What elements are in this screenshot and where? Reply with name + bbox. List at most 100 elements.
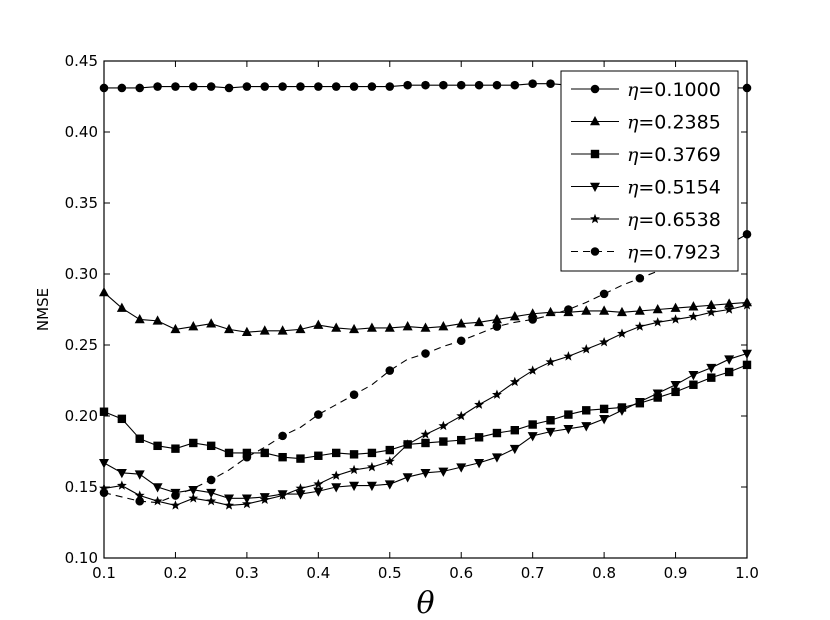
- y-axis-title: NMSE: [34, 288, 52, 331]
- data-point: [314, 451, 323, 460]
- legend-item: η=0.1000: [571, 79, 721, 101]
- data-point: [420, 469, 431, 479]
- x-tick-label: 0.6: [449, 564, 473, 582]
- legend-value: =0.7923: [638, 242, 720, 264]
- data-point: [384, 480, 395, 490]
- data-point: [385, 366, 395, 375]
- legend-value: =0.2385: [638, 112, 720, 134]
- data-point: [706, 363, 717, 374]
- data-point: [242, 82, 252, 91]
- data-point: [652, 389, 663, 399]
- data-point: [313, 478, 324, 489]
- data-point: [438, 467, 449, 477]
- x-tick-label: 1.0: [735, 564, 759, 582]
- y-tick-label: 0.25: [65, 336, 98, 354]
- legend-eta-symbol: η: [627, 177, 639, 199]
- data-point: [278, 82, 287, 91]
- data-point: [117, 83, 127, 93]
- data-point: [206, 475, 216, 485]
- data-point: [474, 399, 485, 409]
- data-point: [152, 483, 163, 493]
- data-point: [688, 371, 699, 381]
- data-point: [152, 315, 163, 325]
- data-point: [224, 83, 234, 93]
- data-point: [528, 79, 537, 89]
- data-point: [527, 308, 538, 318]
- data-point: [438, 321, 449, 331]
- data-point: [581, 422, 592, 432]
- data-point: [170, 500, 181, 510]
- legend: η=0.1000η=0.2385η=0.3769η=0.5154η=0.6538…: [560, 70, 739, 272]
- data-point: [599, 404, 609, 414]
- data-point: [599, 336, 610, 347]
- data-point: [116, 469, 127, 479]
- data-point: [241, 326, 252, 337]
- data-point: [670, 302, 681, 312]
- data-point: [314, 410, 323, 419]
- data-point: [528, 315, 537, 324]
- data-point: [206, 82, 216, 91]
- data-point: [153, 82, 162, 91]
- data-point: [135, 496, 145, 506]
- data-point: [582, 406, 591, 415]
- x-tick-label: 0.7: [521, 564, 545, 582]
- data-point: [260, 448, 269, 458]
- data-point: [206, 488, 217, 499]
- data-point: [385, 445, 394, 455]
- data-point: [331, 470, 342, 480]
- data-point: [706, 307, 717, 317]
- x-tick-label: 0.9: [664, 564, 688, 582]
- data-point: [670, 314, 681, 324]
- legend-eta-symbol: η: [627, 144, 639, 166]
- data-point: [152, 496, 163, 506]
- data-point: [116, 302, 127, 312]
- y-tick-label: 0.10: [65, 549, 98, 567]
- data-point: [456, 318, 467, 328]
- data-point: [277, 490, 288, 500]
- data-point: [688, 311, 699, 321]
- data-point: [421, 349, 430, 358]
- data-point: [188, 486, 199, 496]
- data-point: [724, 298, 735, 308]
- data-point: [492, 80, 502, 90]
- data-point: [135, 434, 144, 443]
- data-point: [420, 322, 431, 332]
- y-tick-label: 0.20: [65, 407, 98, 425]
- data-point: [688, 301, 699, 311]
- data-point: [509, 311, 520, 321]
- data-point: [314, 82, 323, 91]
- data-point: [224, 500, 234, 510]
- data-point: [439, 80, 448, 90]
- data-point: [384, 322, 395, 332]
- data-point: [295, 483, 306, 493]
- x-tick-label: 0.5: [378, 564, 402, 582]
- plot-frame: [103, 60, 748, 559]
- data-point: [689, 380, 698, 389]
- legend-item: η=0.3769: [571, 144, 721, 166]
- data-point: [545, 356, 556, 367]
- data-point: [474, 433, 484, 442]
- y-tick-label: 0.35: [65, 194, 98, 212]
- data-point: [385, 82, 395, 91]
- legend-label: η=0.3769: [627, 144, 721, 166]
- data-point: [349, 450, 359, 459]
- data-point: [260, 82, 270, 91]
- legend-box: [560, 70, 739, 272]
- data-point: [545, 427, 556, 438]
- data-point: [259, 325, 270, 335]
- data-point: [438, 420, 449, 431]
- data-point: [634, 398, 645, 408]
- series-layer: [99, 79, 752, 510]
- data-point: [189, 438, 198, 448]
- data-point: [617, 328, 627, 338]
- data-point: [509, 376, 520, 387]
- legend-item: η=0.2385: [571, 112, 721, 134]
- data-point: [349, 481, 360, 492]
- data-point: [527, 432, 538, 442]
- data-point: [313, 319, 324, 329]
- data-point: [366, 322, 377, 332]
- data-point: [206, 318, 217, 328]
- data-point: [456, 80, 466, 90]
- data-point: [474, 316, 485, 327]
- legend-value: =0.6538: [638, 209, 720, 231]
